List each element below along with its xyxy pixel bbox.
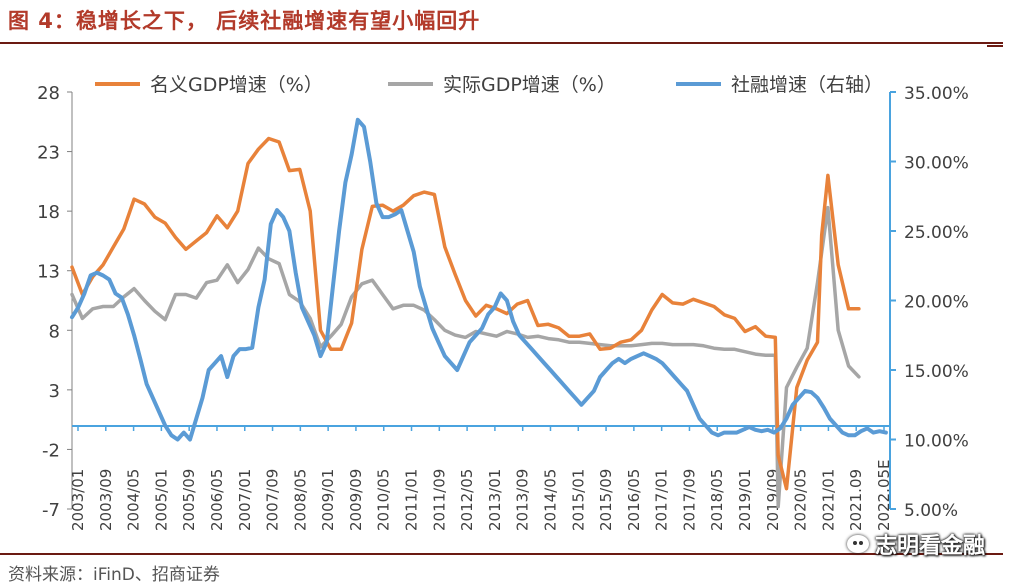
x-axis-tick-label: 2003/01 — [69, 469, 87, 531]
right-axis-tick-label: 5.00% — [904, 501, 958, 521]
x-axis-tick-label: 2022.05E — [875, 459, 893, 531]
x-axis-tick-label: 2019/01 — [736, 469, 754, 531]
x-axis-tick-label: 2012/05 — [458, 469, 476, 531]
title-rule-cap — [987, 45, 1003, 47]
legend-label-real: 实际GDP增速（%） — [443, 74, 616, 96]
x-axis-tick-label: 2007/01 — [236, 469, 254, 531]
legend-label-tsf: 社融增速（右轴） — [731, 74, 883, 96]
x-axis-tick-label: 2011/01 — [403, 469, 421, 531]
series-line-nominal — [70, 136, 861, 491]
left-axis-tick-label: 23 — [37, 143, 60, 164]
right-axis-tick-label: 35.00% — [904, 84, 969, 104]
series-line-tsf — [70, 117, 888, 442]
x-axis-tick-label: 2006/05 — [208, 469, 226, 531]
series-line-real — [70, 205, 861, 509]
x-axis-tick-label: 2013/01 — [486, 469, 504, 531]
x-axis-tick-label: 2017/09 — [680, 469, 698, 531]
x-axis-tick-label: 2014/05 — [541, 469, 559, 531]
left-axis-tick-label: -7 — [42, 500, 60, 521]
x-axis-tick-label: 2015/01 — [569, 469, 587, 531]
legend-label-nominal: 名义GDP增速（%） — [150, 74, 323, 96]
x-axis-tick-label: 2005/09 — [180, 469, 198, 531]
chart-axes: 28 23 18 13 8 3 -2 -7 35.00% 30.00% 25.00% 20.00% 15… — [37, 83, 969, 531]
left-axis-tick-label: -2 — [42, 440, 60, 461]
x-axis-tick-label: 2007/09 — [264, 469, 282, 531]
x-axis-tick-label: 2016/05 — [625, 469, 643, 531]
x-axis-tick-label: 2004/05 — [125, 469, 143, 531]
x-axis-tick-label: 2013/09 — [514, 469, 532, 531]
title-rule — [0, 42, 1003, 44]
right-axis-tick-label: 25.00% — [904, 223, 969, 243]
left-axis-tick-label: 8 — [49, 321, 60, 342]
left-axis-tick-label: 28 — [37, 83, 60, 104]
x-axis-tick-label: 2009/09 — [347, 469, 365, 531]
right-axis-tick-label: 30.00% — [904, 154, 969, 174]
right-axis-tick-label: 20.00% — [904, 293, 969, 313]
x-axis-tick-label: 2009/01 — [319, 469, 337, 531]
x-axis-tick-label: 2018/05 — [708, 469, 726, 531]
chart-legend: 名义GDP增速（%） 实际GDP增速（%） 社融增速（右轴） — [95, 74, 883, 96]
x-axis-tick-label: 2020/05 — [792, 469, 810, 531]
footer-rule — [0, 553, 1003, 555]
left-axis-tick-label: 13 — [37, 262, 60, 283]
left-axis-tick-label: 18 — [37, 202, 60, 223]
right-axis-tick-label: 10.00% — [904, 432, 969, 452]
source-note: 资料来源：iFinD、招商证券 — [8, 565, 220, 585]
watermark-text: 志明看金融 — [874, 534, 985, 559]
watermark: 志明看金融 — [846, 528, 985, 560]
x-axis-tick-label: 2010/05 — [375, 469, 393, 531]
figure-title: 图 4：稳增长之下， 后续社融增速有望小幅回升 — [8, 9, 481, 33]
x-axis-tick-label: 2008/05 — [291, 469, 309, 531]
x-axis-tick-label: 2021/01 — [819, 469, 837, 531]
x-axis-tick-label: 2005/01 — [152, 469, 170, 531]
wechat-icon — [846, 535, 869, 553]
x-axis-tick-label: 2021.09 — [847, 469, 865, 531]
right-axis-tick-label: 15.00% — [904, 362, 969, 382]
x-axis-tick-label: 2011/09 — [430, 469, 448, 531]
x-axis-tick-label: 2017/01 — [653, 469, 671, 531]
chart-series — [70, 117, 888, 509]
left-axis-tick-label: 3 — [49, 381, 60, 402]
x-axis-tick-label: 2015/09 — [597, 469, 615, 531]
x-axis-tick-label: 2003/09 — [97, 469, 115, 531]
